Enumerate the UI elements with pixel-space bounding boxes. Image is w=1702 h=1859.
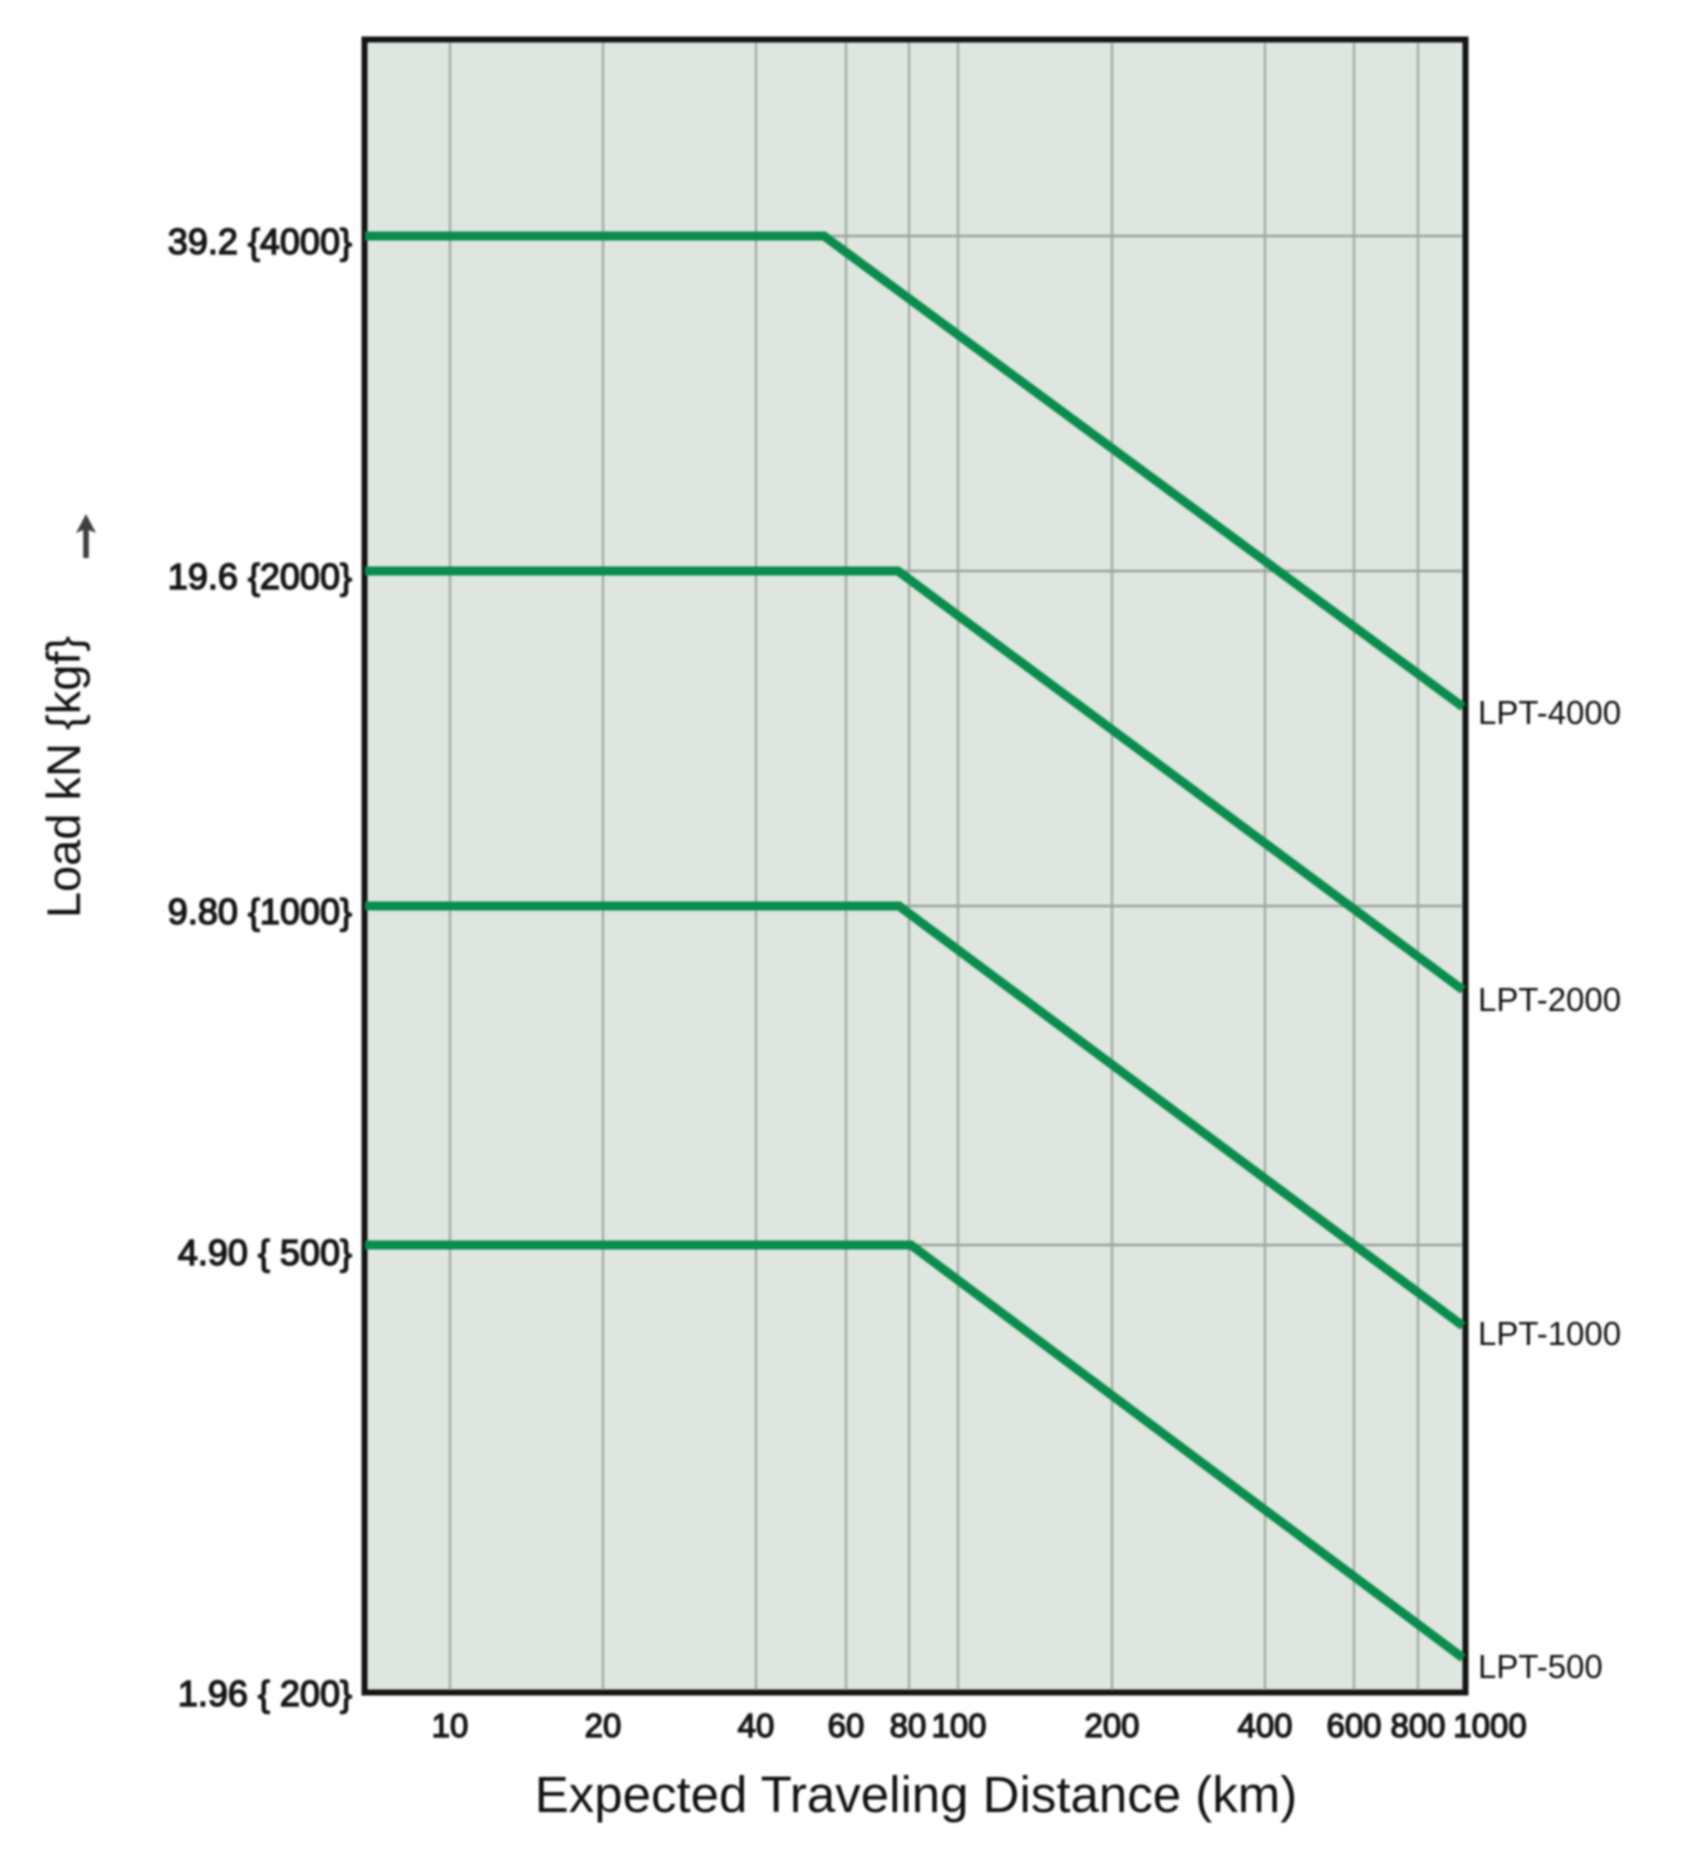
svg-text:10: 10 [432,1707,469,1744]
svg-text:39.2 {4000}: 39.2 {4000} [168,221,352,262]
svg-text:100: 100 [931,1707,986,1744]
svg-text:80: 80 [890,1707,927,1744]
svg-text:4.90 { 500}: 4.90 { 500} [178,1232,352,1273]
svg-text:LPT-2000: LPT-2000 [1478,981,1621,1018]
svg-text:Expected Traveling Distance (k: Expected Traveling Distance (km) [535,1766,1297,1823]
svg-text:Load kN {kgf}: Load kN {kgf} [37,636,90,918]
svg-text:800: 800 [1390,1707,1445,1744]
svg-text:20: 20 [585,1707,622,1744]
svg-text:9.80 {1000}: 9.80 {1000} [168,891,352,932]
svg-text:200: 200 [1084,1707,1139,1744]
svg-text:400: 400 [1237,1707,1292,1744]
svg-text:LPT-500: LPT-500 [1478,1648,1603,1685]
svg-text:19.6 {2000}: 19.6 {2000} [168,556,352,597]
svg-text:60: 60 [828,1707,865,1744]
svg-text:600: 600 [1326,1707,1381,1744]
svg-text:LPT-1000: LPT-1000 [1478,1315,1621,1352]
svg-text:1.96 { 200}: 1.96 { 200} [178,1673,352,1714]
svg-text:LPT-4000: LPT-4000 [1478,694,1621,731]
svg-text:1000: 1000 [1453,1707,1526,1744]
svg-text:40: 40 [738,1707,775,1744]
